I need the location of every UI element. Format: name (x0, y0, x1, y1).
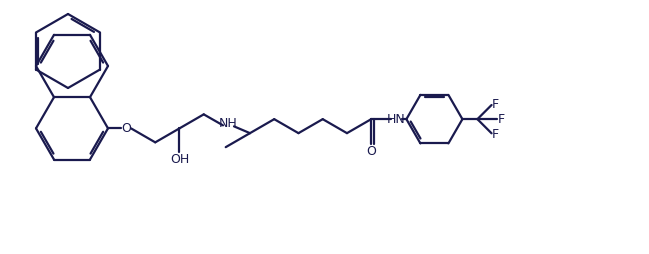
Text: O: O (366, 145, 376, 158)
Text: OH: OH (170, 153, 189, 166)
Text: NH: NH (219, 117, 238, 130)
Text: O: O (121, 122, 131, 135)
Text: F: F (492, 98, 499, 110)
Text: F: F (492, 128, 499, 141)
Text: HN: HN (387, 113, 406, 126)
Text: F: F (498, 113, 505, 126)
